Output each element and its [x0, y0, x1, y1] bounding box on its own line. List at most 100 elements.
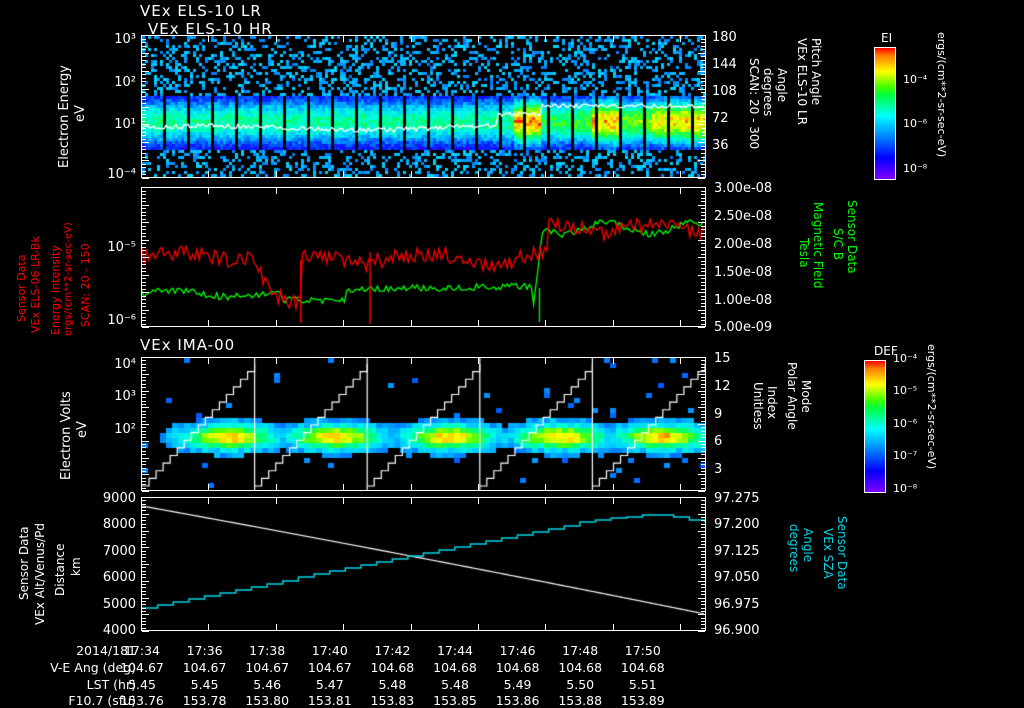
axis-tick: [142, 478, 146, 479]
axis-tick: [701, 114, 705, 115]
panel1-ytick-1: 10²: [114, 75, 136, 90]
axis-tick: [701, 81, 705, 82]
axis-tick: [701, 92, 705, 93]
axis-tick: [142, 611, 146, 612]
axis-tick: [142, 275, 149, 276]
axis-tick: [142, 296, 146, 297]
axis-tick: [142, 510, 146, 511]
axis-tick: [142, 534, 146, 535]
panel2-timeseries: [142, 188, 705, 326]
axis-tick: [142, 441, 149, 442]
axis-tick: [680, 320, 681, 326]
axis-tick: [142, 317, 146, 318]
axis-tick: [701, 384, 705, 385]
axis-tick: [142, 417, 146, 418]
axis-tick: [701, 464, 705, 465]
axis-tick: [142, 484, 146, 485]
panel3-plot-area[interactable]: [141, 357, 706, 491]
axis-tick: [680, 484, 681, 490]
panel2-plot-area[interactable]: [141, 187, 706, 327]
axis-tick: [411, 498, 412, 504]
axis-tick: [142, 264, 146, 265]
panel2-left-label-2: VEx ELS-06 LR-Bk: [29, 236, 42, 333]
panel3-right-label-4: Unitless: [751, 382, 765, 430]
axis-tick: [701, 367, 705, 368]
panel3-ytick-0: 10⁴: [114, 357, 136, 372]
axis-tick: [701, 49, 705, 50]
footer-cell-r1-c0: 104.67: [120, 660, 164, 675]
axis-tick: [698, 614, 705, 615]
axis-tick: [701, 397, 705, 398]
axis-tick: [142, 247, 146, 248]
axis-tick: [411, 188, 412, 194]
axis-tick: [276, 484, 277, 490]
axis-tick: [701, 306, 705, 307]
panel3-colorbar-name: DEF: [874, 344, 898, 358]
axis-tick: [701, 85, 705, 86]
footer-cell-r0-c3: 17:40: [311, 643, 348, 658]
axis-tick: [701, 254, 705, 255]
axis-tick: [142, 488, 146, 489]
axis-tick: [142, 107, 149, 108]
footer-cell-r3-c3: 153.81: [307, 693, 352, 708]
axis-tick: [701, 417, 705, 418]
axis-tick: [142, 527, 146, 528]
axis-tick: [142, 447, 146, 448]
panel3-spectrogram: [142, 358, 705, 490]
axis-tick: [701, 261, 705, 262]
axis-tick: [701, 621, 705, 622]
axis-tick: [701, 135, 705, 136]
axis-tick: [141, 484, 142, 490]
axis-tick: [701, 524, 705, 525]
axis-tick: [142, 303, 146, 304]
axis-tick: [142, 121, 146, 122]
panel4-right-label-3: Angle: [801, 528, 815, 563]
axis-tick: [142, 292, 149, 293]
axis-tick: [142, 407, 149, 408]
panel2-left-label-5: SCAN: 20 - 150: [79, 243, 92, 327]
panel3-right-label-3: Index: [765, 386, 779, 420]
axis-tick: [698, 514, 705, 515]
panel3-cbar-tick-3: 10⁻⁷: [893, 449, 918, 462]
axis-tick: [343, 171, 344, 177]
axis-tick: [698, 71, 705, 72]
axis-tick: [701, 404, 705, 405]
panel3-rtick-4: 3: [714, 462, 723, 477]
axis-tick: [701, 219, 705, 220]
panel4-rtick-3: 97.050: [714, 570, 760, 585]
axis-tick: [613, 188, 614, 194]
axis-tick: [698, 178, 705, 179]
axis-tick: [698, 631, 705, 632]
axis-tick: [478, 171, 479, 177]
axis-tick: [701, 208, 705, 209]
footer-cell-r1-c5: 104.68: [433, 660, 477, 675]
panel2-right-label-4: Tesla: [797, 238, 811, 268]
panel4-left-label-3: Distance: [53, 543, 67, 596]
panel3-ytick-1: 10³: [114, 389, 136, 404]
axis-tick: [142, 268, 146, 269]
axis-tick: [142, 427, 146, 428]
axis-tick: [142, 621, 146, 622]
axis-tick: [701, 215, 705, 216]
axis-tick: [142, 60, 146, 61]
axis-tick: [701, 78, 705, 79]
axis-tick: [545, 171, 546, 177]
axis-tick: [142, 92, 146, 93]
axis-tick: [142, 240, 149, 241]
axis-tick: [701, 226, 705, 227]
panel1-right-label-2: VEx ELS-10 LR: [795, 38, 809, 126]
axis-tick: [411, 624, 412, 630]
axis-tick: [701, 624, 705, 625]
footer-cell-r3-c0: 153.76: [120, 693, 164, 708]
panel1-plot-area[interactable]: [141, 35, 706, 178]
axis-tick: [698, 581, 705, 582]
footer-cell-r1-c3: 104.67: [307, 660, 352, 675]
axis-tick: [142, 567, 146, 568]
axis-tick: [142, 500, 146, 501]
panel4-plot-area[interactable]: [141, 497, 706, 631]
axis-tick: [208, 358, 209, 364]
axis-tick: [701, 478, 705, 479]
axis-tick: [142, 139, 146, 140]
axis-tick: [613, 498, 614, 504]
